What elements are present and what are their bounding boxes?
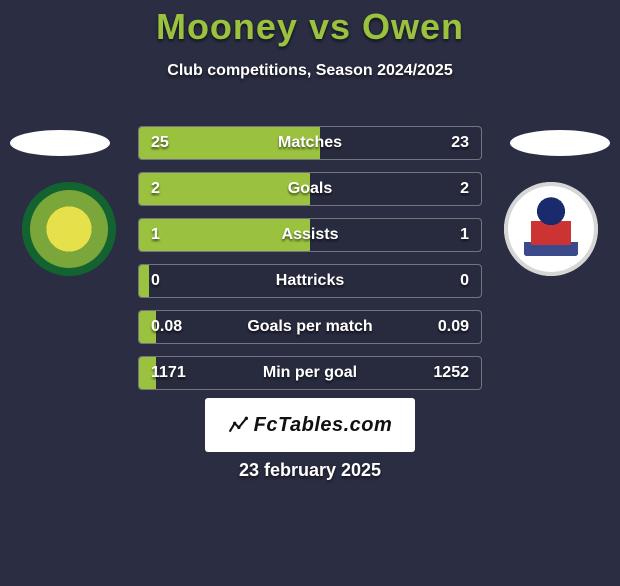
- branding-text: FcTables.com: [254, 414, 393, 437]
- branding-link[interactable]: FcTables.com: [205, 398, 415, 452]
- stat-label: Matches: [278, 134, 342, 152]
- club-crest-right: [504, 182, 598, 276]
- stat-label: Min per goal: [263, 364, 357, 382]
- stat-row: 25 Matches 23: [138, 126, 482, 160]
- stat-fill: [139, 173, 310, 205]
- subtitle: Club competitions, Season 2024/2025: [0, 62, 620, 80]
- stat-right: 0: [460, 272, 469, 290]
- stat-row: 2 Goals 2: [138, 172, 482, 206]
- stat-left: 2: [151, 180, 160, 198]
- stat-right: 2: [460, 180, 469, 198]
- stat-right: 23: [451, 134, 469, 152]
- stat-row: 1171 Min per goal 1252: [138, 356, 482, 390]
- stat-left: 1: [151, 226, 160, 244]
- chart-icon: [228, 415, 248, 435]
- stat-fill: [139, 265, 149, 297]
- stat-right: 1: [460, 226, 469, 244]
- stat-right: 0.09: [438, 318, 469, 336]
- stats-table: 25 Matches 23 2 Goals 2 1 Assists 1 0 Ha…: [138, 126, 482, 402]
- stat-left: 1171: [151, 364, 186, 382]
- flag-right: [510, 130, 610, 156]
- comparison-date: 23 february 2025: [239, 460, 381, 481]
- flag-left: [10, 130, 110, 156]
- club-crest-left: [22, 182, 116, 276]
- page-title: Mooney vs Owen: [0, 6, 620, 48]
- stat-label: Goals per match: [247, 318, 372, 336]
- stat-left: 0.08: [151, 318, 182, 336]
- stat-row: 0 Hattricks 0: [138, 264, 482, 298]
- stat-row: 0.08 Goals per match 0.09: [138, 310, 482, 344]
- stat-right: 1252: [433, 364, 469, 382]
- stat-label: Goals: [288, 180, 332, 198]
- stat-left: 25: [151, 134, 169, 152]
- stat-label: Hattricks: [276, 272, 344, 290]
- stat-row: 1 Assists 1: [138, 218, 482, 252]
- stat-label: Assists: [282, 226, 339, 244]
- stat-left: 0: [151, 272, 160, 290]
